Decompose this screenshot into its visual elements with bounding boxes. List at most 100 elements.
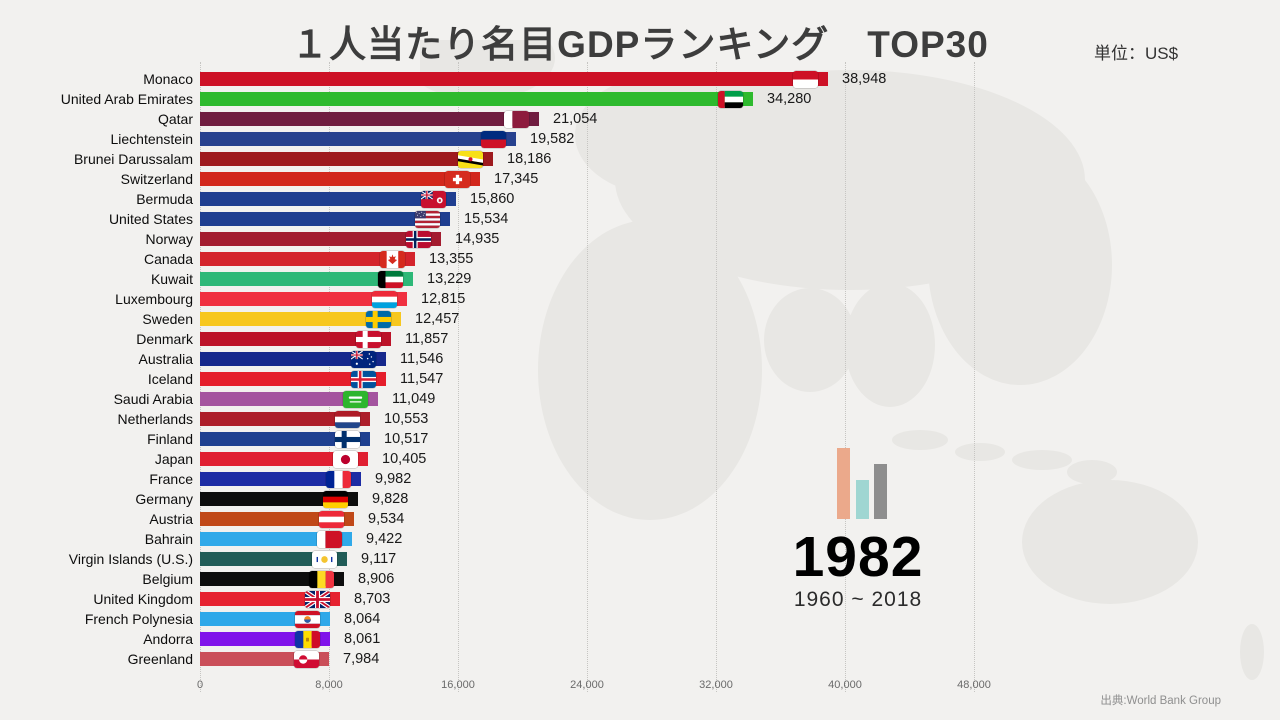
country-label: Sweden: [142, 311, 193, 327]
value-label: 34,280: [767, 91, 812, 107]
value-label: 17,345: [494, 171, 539, 187]
value-label: 11,547: [400, 371, 444, 387]
gdp-bar: [200, 192, 456, 206]
norway-flag-icon: [406, 230, 431, 248]
value-label: 11,049: [392, 391, 436, 407]
country-label: Bermuda: [136, 191, 193, 207]
andorra-flag-icon: [295, 630, 320, 648]
country-label: United Kingdom: [93, 591, 193, 607]
value-label: 9,534: [368, 511, 405, 527]
country-label: Canada: [143, 251, 193, 267]
france-flag-icon: [326, 470, 351, 488]
gdp-bar: [200, 312, 401, 326]
germany-flag-icon: [323, 490, 348, 508]
value-label: 7,984: [343, 651, 380, 667]
qatar-flag-icon: [504, 110, 529, 128]
x-tick-label: 40,000: [828, 679, 862, 691]
source-credit: 出典:World Bank Group: [1100, 695, 1221, 707]
value-label: 15,534: [464, 211, 509, 227]
country-label: Saudi Arabia: [113, 391, 193, 407]
value-label: 11,546: [400, 351, 444, 367]
country-label: Germany: [135, 491, 193, 507]
value-label: 11,857: [405, 331, 449, 347]
country-label: Australia: [138, 351, 193, 367]
switzerland-flag-icon: [445, 170, 470, 188]
value-label: 9,828: [372, 491, 409, 507]
value-label: 38,948: [842, 71, 887, 87]
value-label: 8,064: [344, 611, 381, 627]
value-label: 8,906: [358, 571, 395, 587]
value-label: 18,186: [507, 151, 552, 167]
country-label: Liechtenstein: [110, 131, 193, 147]
gdp-bar: [200, 472, 361, 486]
unit-label: 単位：US$: [1094, 44, 1179, 63]
gdp-bar: [200, 452, 368, 466]
logo-bar: [837, 448, 850, 519]
world-map-watermark: [420, 40, 1264, 680]
gdp-bar: [200, 292, 407, 306]
logo-bar: [856, 480, 869, 519]
belgium-flag-icon: [309, 570, 334, 588]
value-label: 8,703: [354, 591, 391, 607]
country-label: Finland: [147, 431, 193, 447]
canada-flag-icon: [380, 250, 405, 268]
finland-flag-icon: [335, 430, 360, 448]
gridline: [458, 62, 459, 692]
gdp-bar: [200, 272, 413, 286]
gdp-bar: [200, 372, 386, 386]
x-tick-label: 8,000: [315, 679, 343, 691]
x-tick-label: 24,000: [570, 679, 604, 691]
country-label: Greenland: [127, 651, 193, 667]
x-tick-label: 16,000: [441, 679, 475, 691]
country-label: Switzerland: [120, 171, 193, 187]
value-label: 10,405: [382, 451, 427, 467]
gridline: [974, 62, 975, 692]
gdp-bar: [200, 232, 441, 246]
country-label: Luxembourg: [115, 291, 193, 307]
bahrain-flag-icon: [317, 530, 342, 548]
country-label: Netherlands: [117, 411, 194, 427]
luxembourg-flag-icon: [372, 290, 397, 308]
value-label: 15,860: [470, 191, 515, 207]
value-label: 12,457: [415, 311, 460, 327]
year-range: 1960 ~ 2018: [793, 588, 923, 611]
country-label: Belgium: [142, 571, 193, 587]
chart-title: １人当たり名目GDPランキング TOP30: [291, 24, 989, 65]
gdp-bar: [200, 552, 347, 566]
country-label: United Arab Emirates: [60, 91, 193, 107]
value-label: 19,582: [530, 131, 575, 147]
value-label: 9,117: [361, 551, 397, 567]
gdp-bar: [200, 532, 352, 546]
austria-flag-icon: [319, 510, 344, 528]
brunei-flag-icon: [458, 150, 483, 168]
x-tick-label: 48,000: [957, 679, 991, 691]
country-label: Qatar: [157, 111, 193, 127]
country-label: Monaco: [143, 71, 193, 87]
country-label: French Polynesia: [84, 611, 193, 627]
country-label: Virgin Islands (U.S.): [68, 551, 193, 567]
country-label: Denmark: [136, 331, 193, 347]
value-label: 9,982: [375, 471, 412, 487]
value-label: 10,517: [384, 431, 429, 447]
country-label: Norway: [145, 231, 193, 247]
gridline: [587, 62, 588, 692]
gdp-bar: [200, 152, 493, 166]
value-label: 14,935: [455, 231, 500, 247]
denmark-flag-icon: [356, 330, 381, 348]
iceland-flag-icon: [351, 370, 376, 388]
value-label: 13,229: [427, 271, 472, 287]
monaco-flag-icon: [793, 70, 818, 88]
x-tick-label: 32,000: [699, 679, 733, 691]
gdp-bar: [200, 432, 370, 446]
value-label: 21,054: [553, 111, 598, 127]
liechtenstein-flag-icon: [481, 130, 506, 148]
gdp-bar: [200, 212, 450, 226]
uk-flag-icon: [305, 590, 330, 608]
uae-flag-icon: [718, 90, 743, 108]
country-label: United States: [108, 211, 193, 227]
french-polynesia-flag-icon: [295, 610, 320, 628]
x-tick-label: 0: [196, 679, 204, 691]
saudi-arabia-flag-icon: [343, 390, 368, 408]
gdp-bar: [200, 112, 539, 126]
